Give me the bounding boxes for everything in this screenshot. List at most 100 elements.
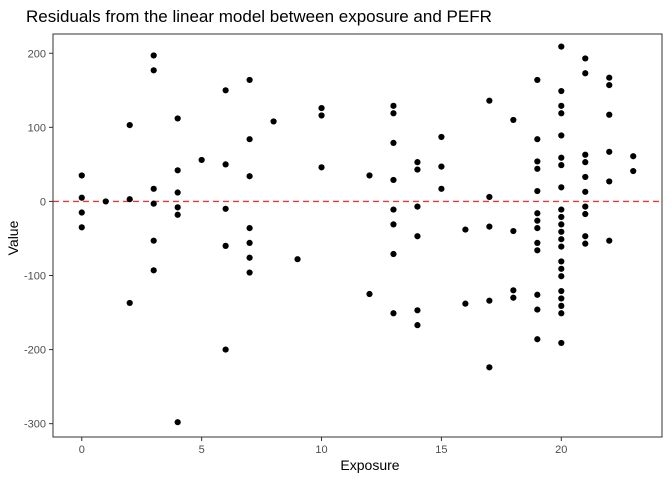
- data-point: [582, 233, 589, 240]
- data-point: [390, 250, 397, 258]
- x-tick-label: 5: [199, 444, 205, 456]
- data-point: [390, 221, 397, 228]
- data-point: [366, 172, 373, 179]
- data-point: [414, 322, 421, 329]
- data-point: [318, 104, 325, 112]
- data-point: [246, 136, 253, 143]
- data-point: [270, 118, 277, 125]
- data-point: [558, 206, 565, 213]
- data-point: [534, 247, 541, 254]
- data-point: [582, 210, 589, 218]
- y-axis-ticks: -300 -200 -100 0 100 200: [24, 48, 53, 431]
- data-point: [558, 243, 565, 250]
- data-point: [582, 70, 589, 77]
- data-point: [246, 269, 253, 276]
- data-point: [510, 294, 517, 301]
- data-point: [174, 115, 181, 122]
- data-point: [390, 110, 397, 117]
- data-point: [318, 112, 325, 119]
- data-point: [606, 148, 613, 155]
- data-point: [438, 185, 445, 192]
- data-point: [486, 297, 493, 304]
- data-points: [78, 43, 637, 426]
- data-point: [558, 287, 565, 295]
- data-point: [630, 167, 637, 175]
- x-axis-title: Exposure: [340, 457, 399, 473]
- data-point: [558, 102, 565, 109]
- data-point: [174, 167, 181, 174]
- data-point: [150, 237, 157, 244]
- data-point: [150, 200, 157, 207]
- data-point: [534, 187, 541, 195]
- y-tick-label: -200: [24, 345, 46, 357]
- data-point: [414, 159, 421, 166]
- data-point: [510, 116, 517, 124]
- data-point: [534, 165, 541, 172]
- data-point: [558, 110, 565, 117]
- data-point: [222, 87, 229, 94]
- data-point: [246, 239, 253, 247]
- data-point: [174, 211, 181, 218]
- data-point: [582, 188, 589, 195]
- data-point: [606, 178, 613, 185]
- data-point: [558, 43, 565, 50]
- data-point: [222, 242, 229, 249]
- data-point: [78, 194, 85, 201]
- data-point: [486, 223, 493, 230]
- data-point: [558, 154, 565, 161]
- data-point: [246, 76, 253, 84]
- data-point: [438, 133, 445, 141]
- data-point: [534, 224, 541, 232]
- data-point: [630, 153, 637, 160]
- data-point: [486, 97, 493, 104]
- data-point: [558, 228, 565, 235]
- data-point: [78, 172, 85, 179]
- data-point: [534, 217, 541, 224]
- data-point: [174, 204, 181, 211]
- data-point: [558, 310, 565, 317]
- x-tick-label: 10: [315, 444, 327, 456]
- data-point: [534, 76, 541, 84]
- data-point: [558, 184, 565, 191]
- data-point: [582, 159, 589, 166]
- data-point: [462, 300, 469, 307]
- data-point: [174, 419, 181, 426]
- data-point: [534, 239, 541, 247]
- data-point: [318, 164, 325, 171]
- x-tick-label: 20: [555, 444, 567, 456]
- data-point: [510, 227, 517, 235]
- y-tick-label: 0: [40, 196, 46, 208]
- data-point: [558, 339, 565, 347]
- data-point: [582, 173, 589, 181]
- data-point: [534, 136, 541, 143]
- data-point: [414, 307, 421, 314]
- data-point: [78, 209, 85, 216]
- y-tick-label: 100: [28, 122, 46, 134]
- data-point: [582, 151, 589, 158]
- data-point: [486, 193, 493, 201]
- data-point: [606, 237, 613, 244]
- data-point: [78, 224, 85, 231]
- data-point: [558, 273, 565, 280]
- x-tick-label: 0: [79, 444, 85, 456]
- data-point: [606, 74, 613, 81]
- data-point: [246, 254, 253, 261]
- data-point: [246, 173, 253, 180]
- chart-title: Residuals from the linear model between …: [26, 7, 492, 26]
- data-point: [534, 210, 541, 217]
- data-point: [414, 233, 421, 240]
- data-point: [558, 265, 565, 272]
- data-point: [582, 240, 589, 247]
- data-point: [222, 161, 229, 168]
- data-point: [126, 299, 133, 307]
- data-point: [534, 336, 541, 343]
- data-point: [606, 111, 613, 118]
- x-tick-label: 15: [435, 444, 447, 456]
- data-point: [558, 87, 565, 95]
- data-point: [558, 221, 565, 228]
- y-axis-title: Value: [5, 220, 21, 255]
- data-point: [102, 198, 109, 205]
- data-point: [558, 302, 565, 309]
- data-point: [390, 310, 397, 317]
